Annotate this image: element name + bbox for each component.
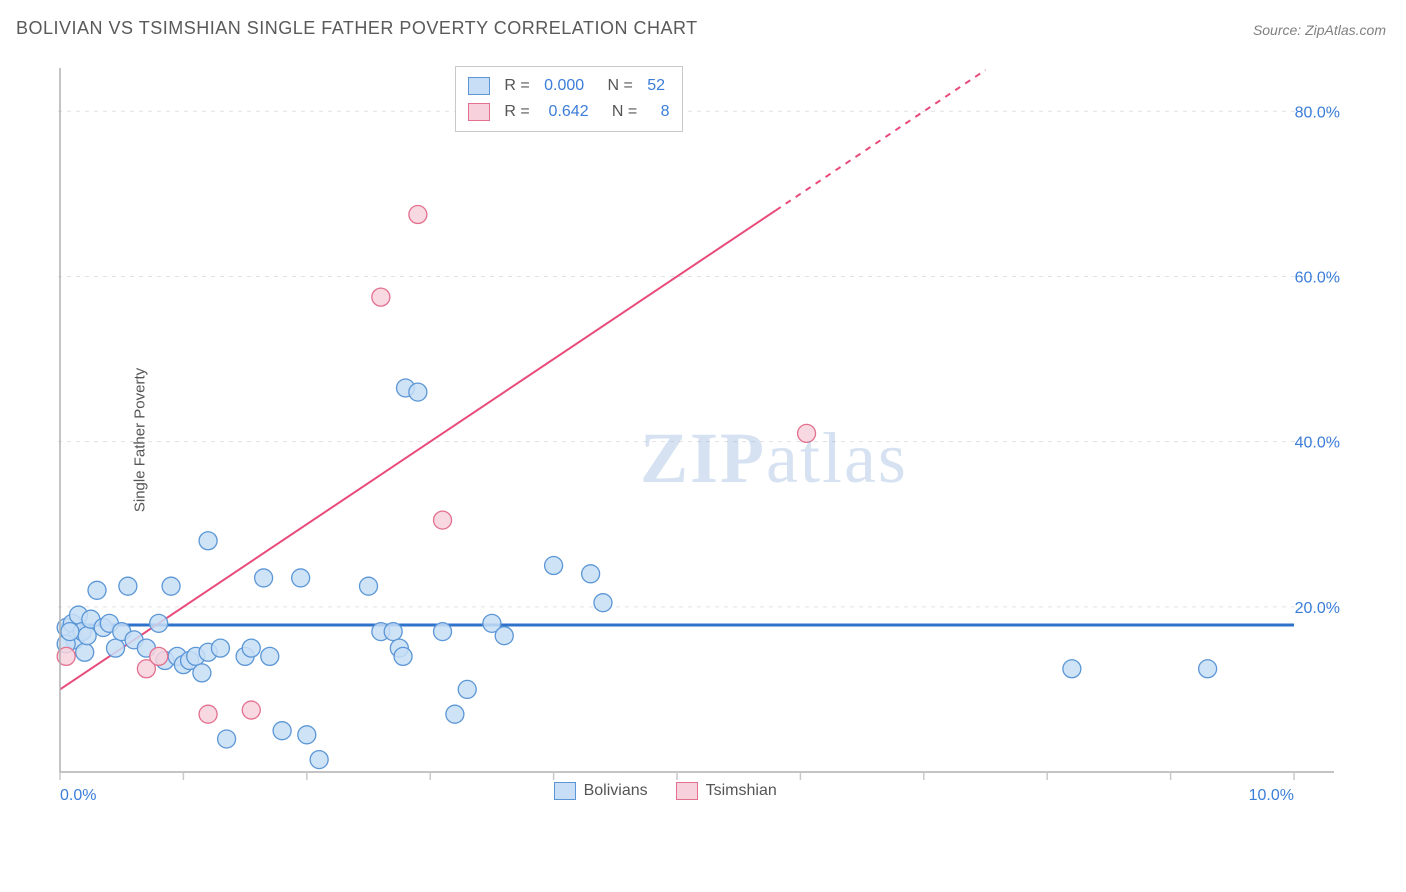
legend-stat-row: R = 0.000 N = 52 bbox=[468, 73, 670, 99]
legend-stat-row: R = 0.642 N = 8 bbox=[468, 99, 670, 125]
legend-label: Tsimshian bbox=[706, 782, 777, 800]
legend-swatch bbox=[676, 782, 698, 800]
svg-text:20.0%: 20.0% bbox=[1295, 600, 1340, 617]
svg-text:40.0%: 40.0% bbox=[1295, 435, 1340, 452]
scatter-chart: 0.0% 10.0% 20.0% 40.0% 60.0% 80.0% Single Fat… bbox=[54, 60, 1354, 820]
svg-text:60.0%: 60.0% bbox=[1295, 269, 1340, 286]
legend-swatch bbox=[468, 77, 490, 95]
legend-swatch bbox=[554, 782, 576, 800]
legend-stats: R = 0.000 N = 52 R = 0.642 N = 8 bbox=[455, 66, 683, 132]
svg-text:80.0%: 80.0% bbox=[1295, 104, 1340, 121]
chart-canvas: 0.0% 10.0% 20.0% 40.0% 60.0% 80.0% bbox=[54, 60, 1354, 820]
svg-text:0.0%: 0.0% bbox=[60, 787, 96, 804]
svg-text:10.0%: 10.0% bbox=[1249, 787, 1294, 804]
legend-label: Bolivians bbox=[584, 782, 648, 800]
legend-series: Bolivians Tsimshian bbox=[554, 782, 777, 800]
y-axis-label: Single Father Poverty bbox=[132, 368, 149, 512]
legend-swatch bbox=[468, 103, 490, 121]
source-attribution: Source: ZipAtlas.com bbox=[1253, 22, 1386, 38]
legend-item: Bolivians bbox=[554, 782, 648, 800]
chart-title: BOLIVIAN VS TSIMSHIAN SINGLE FATHER POVE… bbox=[16, 18, 698, 39]
legend-item: Tsimshian bbox=[676, 782, 777, 800]
